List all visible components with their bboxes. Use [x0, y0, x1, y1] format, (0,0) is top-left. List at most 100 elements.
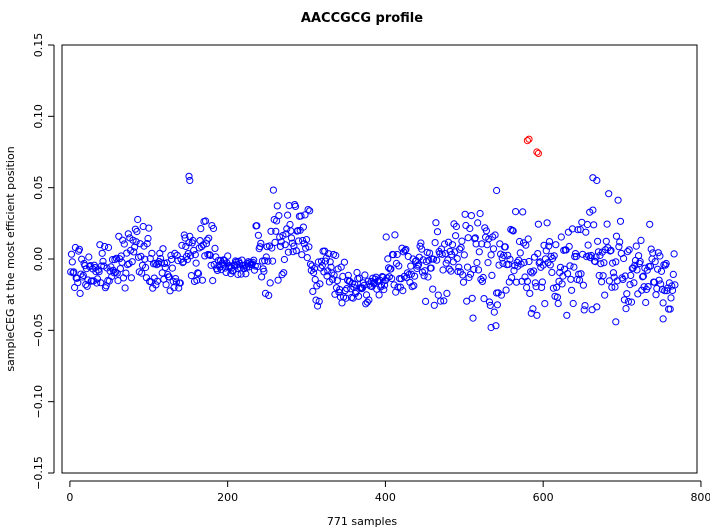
data-point [382, 233, 390, 241]
data-point [159, 245, 167, 253]
data-point [326, 258, 334, 266]
data-point [191, 251, 199, 259]
data-point [225, 262, 233, 270]
data-point [152, 281, 160, 289]
data-point [196, 237, 204, 245]
data-point [523, 277, 532, 285]
data-point [453, 255, 461, 263]
data-point [193, 276, 201, 284]
data-point [541, 300, 549, 308]
data-point [646, 220, 654, 228]
data-point [524, 235, 532, 243]
data-point [209, 224, 218, 233]
data-point [420, 272, 428, 280]
data-point [477, 275, 485, 283]
data-point [253, 222, 261, 230]
data-point [633, 266, 641, 274]
data-point [574, 226, 582, 234]
data-point [627, 298, 636, 306]
data-point [456, 245, 464, 253]
data-point [612, 318, 620, 326]
data-point [509, 227, 517, 235]
data-point [268, 244, 276, 252]
data-point [609, 269, 618, 277]
data-point [671, 281, 679, 289]
data-point [171, 249, 179, 257]
data-point [469, 314, 477, 322]
data-point [516, 249, 524, 257]
data-point [508, 226, 517, 234]
data-point [311, 275, 319, 284]
x-tick-label: 0 [66, 491, 73, 504]
data-point [598, 278, 606, 286]
data-point [577, 270, 585, 278]
data-point [438, 250, 446, 258]
data-point [639, 272, 648, 280]
plot-frame [61, 44, 698, 474]
data-point [408, 283, 416, 291]
data-point [401, 246, 409, 254]
data-point [433, 256, 441, 264]
data-point [281, 241, 289, 249]
data-point [538, 283, 546, 291]
data-point [515, 237, 524, 246]
data-point [339, 272, 347, 280]
data-point [467, 212, 475, 220]
data-point [478, 240, 486, 248]
data-point [572, 252, 580, 261]
data-point [543, 219, 551, 227]
data-point [528, 269, 536, 277]
data-point [535, 259, 543, 267]
data-point [437, 297, 445, 305]
data-point [529, 305, 537, 313]
data-point [198, 276, 206, 284]
data-point [557, 233, 565, 241]
data-point [210, 260, 218, 269]
data-point [666, 305, 674, 313]
data-point [229, 266, 237, 274]
data-point [485, 298, 494, 306]
data-point [538, 278, 547, 286]
data-point [545, 242, 553, 250]
data-point [499, 259, 507, 268]
data-point [395, 262, 403, 270]
data-point [161, 263, 169, 271]
data-point [71, 283, 79, 292]
x-tick-label: 200 [217, 491, 238, 504]
data-point [141, 255, 149, 263]
data-point [492, 322, 500, 330]
data-point [424, 273, 432, 281]
data-point [333, 277, 341, 285]
data-point [520, 258, 528, 267]
data-point [457, 244, 465, 252]
data-point [145, 224, 153, 232]
data-point [459, 271, 467, 279]
data-point [478, 277, 486, 285]
data-point [626, 281, 634, 289]
data-point [522, 241, 530, 249]
data-point [197, 225, 205, 233]
data-point [564, 228, 573, 236]
y-tick-label: −0.10 [32, 385, 45, 419]
data-point [465, 273, 473, 282]
chart-title: AACCGCG profile [301, 11, 423, 26]
data-point [461, 210, 469, 218]
data-point [237, 270, 245, 278]
data-point [302, 244, 310, 252]
data-point [142, 263, 150, 272]
data-point [112, 268, 120, 276]
data-point [637, 236, 645, 244]
data-point [554, 299, 562, 308]
data-point [297, 212, 305, 220]
data-point [269, 257, 277, 265]
data-point [601, 291, 609, 299]
data-point [321, 257, 330, 265]
data-point [304, 206, 312, 214]
data-point [144, 234, 152, 243]
data-point [128, 258, 136, 266]
data-point [385, 273, 393, 281]
data-point [166, 287, 174, 295]
data-point [291, 202, 300, 210]
data-point [504, 251, 512, 259]
data-point [280, 255, 288, 264]
